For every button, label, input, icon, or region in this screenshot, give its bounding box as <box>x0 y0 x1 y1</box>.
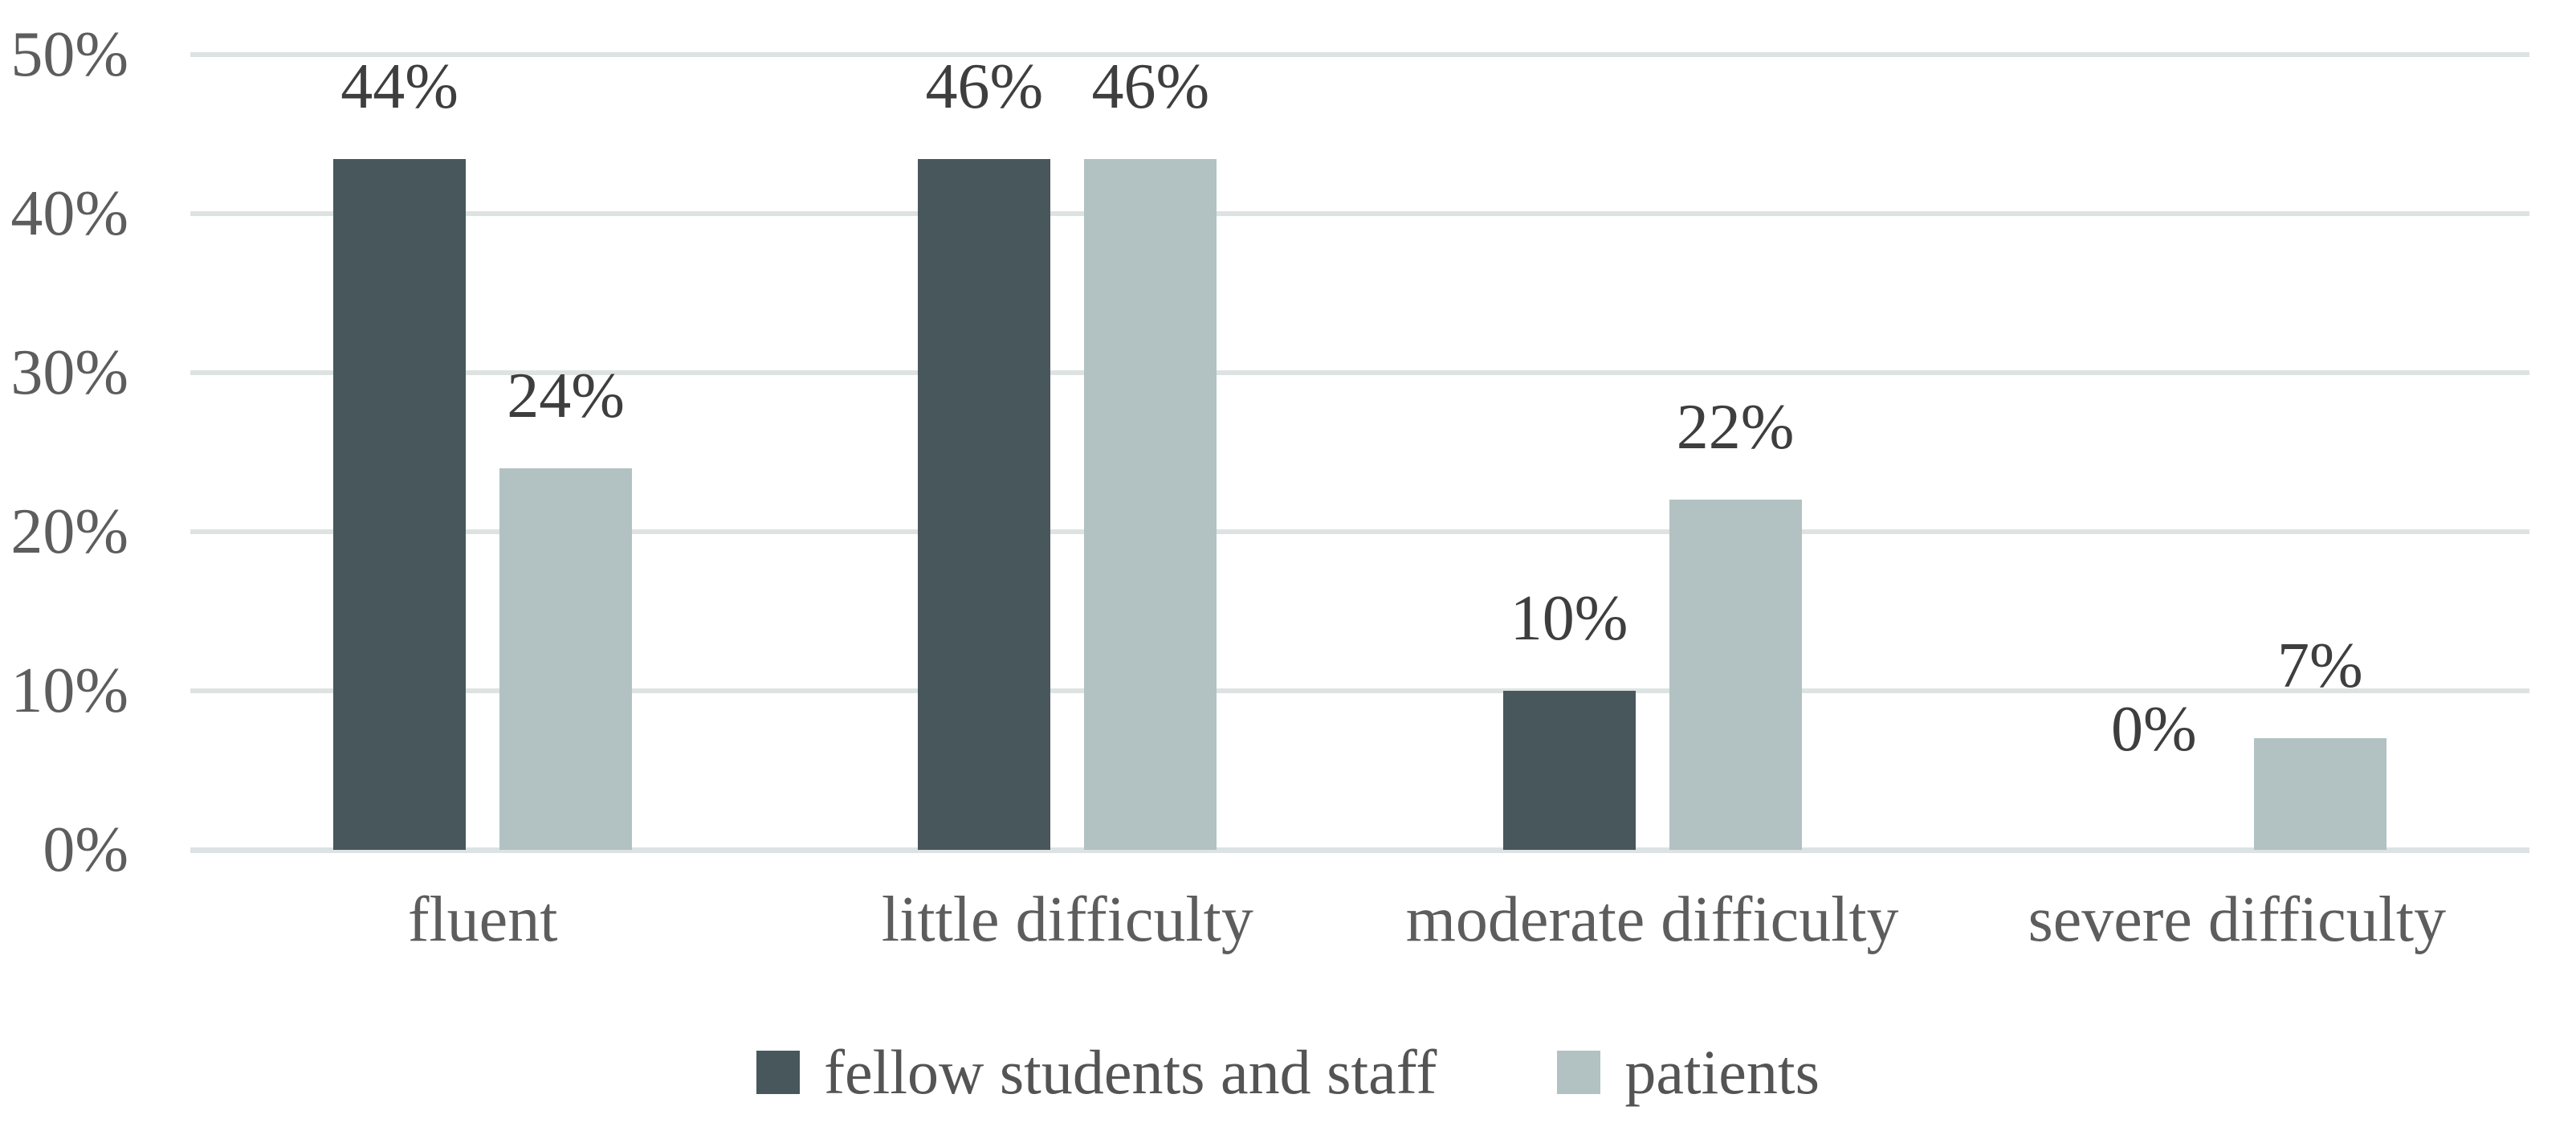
bar-groups: 44% 24% 46% 46% 10% 22% 0% 7% <box>190 55 2529 850</box>
gridline-40% <box>190 211 2529 216</box>
bar-group-severe-difficulty: 0% 7% <box>1945 55 2529 850</box>
bar-column: 46% <box>1084 55 1217 850</box>
plot-area: 44% 24% 46% 46% 10% 22% 0% 7% <box>190 52 2529 853</box>
y-tick-label-0%: 0% <box>43 815 128 885</box>
value-label: 22% <box>1676 392 1795 463</box>
bar-patients <box>1084 159 1217 850</box>
bar-column: 22% <box>1669 55 1802 850</box>
y-tick-label-50%: 50% <box>10 19 128 90</box>
y-tick-label-30%: 30% <box>10 337 128 408</box>
x-axis-category-labels: fluent little difficulty moderate difficul… <box>190 884 2529 956</box>
legend-item-patients: patients <box>1557 1038 1820 1107</box>
value-label: 10% <box>1510 583 1628 654</box>
value-label: 7% <box>2277 631 2363 701</box>
category-label-moderate-difficulty: moderate difficulty <box>1405 884 1899 955</box>
bar-column: 0% <box>2088 55 2220 850</box>
gridline-0% <box>190 847 2529 853</box>
y-tick-label-20%: 20% <box>10 496 128 567</box>
gridline-10% <box>190 688 2529 693</box>
bar-group-fluent: 44% 24% <box>190 55 775 850</box>
value-label: 44% <box>340 51 459 122</box>
value-label: 46% <box>925 51 1044 122</box>
bar-column: 7% <box>2253 55 2386 850</box>
y-tick-label-10%: 10% <box>10 655 128 726</box>
legend-swatch <box>756 1051 801 1094</box>
value-label: 46% <box>1091 51 1210 122</box>
legend-label: fellow students and staff <box>824 1037 1437 1107</box>
value-label: 24% <box>507 361 625 431</box>
bar-fellow-students-and-staff <box>918 159 1051 850</box>
bar-fellow-students-and-staff <box>1502 691 1636 850</box>
bar-column: 10% <box>1502 55 1636 850</box>
bar-patients <box>499 468 633 850</box>
bar-fellow-students-and-staff <box>333 159 467 850</box>
legend-item-fellow-students-and-staff: fellow students and staff <box>756 1038 1437 1107</box>
legend-label: patients <box>1624 1037 1820 1107</box>
bar-patients <box>2253 738 2386 850</box>
bar-column: 24% <box>499 55 633 850</box>
gridline-20% <box>190 529 2529 534</box>
bar-group-little-difficulty: 46% 46% <box>775 55 1359 850</box>
y-tick-label-40%: 40% <box>10 178 128 249</box>
value-label: 0% <box>2111 694 2197 765</box>
category-label-severe-difficulty: severe difficulty <box>2028 884 2447 955</box>
legend: fellow students and staff patients <box>0 1038 2576 1107</box>
bar-group-moderate-difficulty: 10% 22% <box>1360 55 1945 850</box>
bar-patients <box>1669 500 1802 850</box>
legend-swatch <box>1557 1051 1601 1094</box>
category-label-little-difficulty: little difficulty <box>881 884 1253 955</box>
gridline-50% <box>190 52 2529 57</box>
bar-column: 46% <box>918 51 1051 850</box>
bar-column: 44% <box>333 51 467 850</box>
gridline-30% <box>190 370 2529 375</box>
category-label-fluent: fluent <box>407 884 558 955</box>
